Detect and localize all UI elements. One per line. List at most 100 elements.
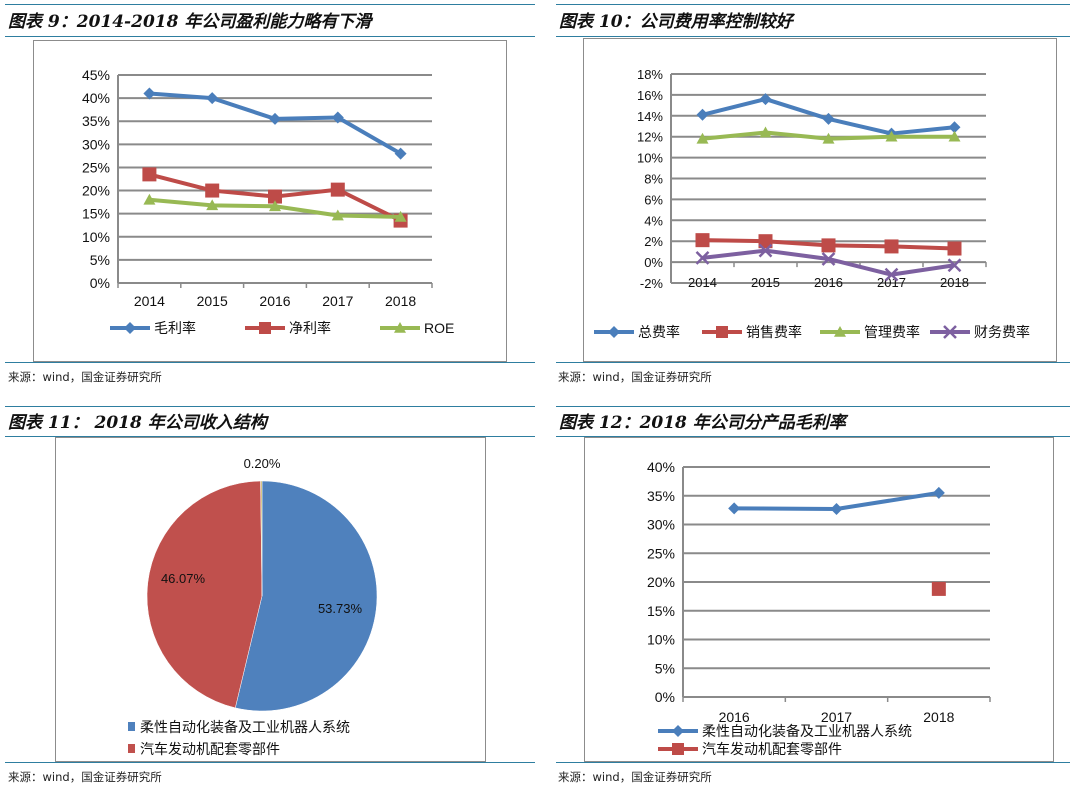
chart-2-group: 53.73% 46.07% 0.20% 柔性自动化装备及工业机器人系统汽车发动机配套零… <box>128 456 378 757</box>
data-point <box>269 112 281 125</box>
data-point <box>884 267 899 282</box>
data-point <box>394 210 407 222</box>
legend-label: 财务费率 <box>974 324 1030 340</box>
data-point <box>268 189 282 204</box>
x-tick-label: 2016 <box>719 709 750 725</box>
legend-label: 总费率 <box>638 324 680 340</box>
data-point <box>948 121 961 134</box>
legend-swatch <box>128 744 135 753</box>
legend-swatch <box>128 722 135 731</box>
y-tick-label: 18% <box>637 67 663 82</box>
y-tick-label: 16% <box>637 88 663 103</box>
legend-item: ROE <box>380 320 454 336</box>
legend-item: 管理费率 <box>820 324 920 340</box>
y-tick-label: 14% <box>637 109 663 124</box>
legend-label: 净利率 <box>289 320 331 336</box>
chart-11-source: 来源：wind，国金证券研究所 <box>8 770 162 784</box>
data-point <box>143 193 156 205</box>
data-point <box>206 199 219 211</box>
y-tick-label: 4% <box>644 213 663 228</box>
y-tick-label: 45% <box>82 67 110 83</box>
pie-data-label: 46.07% <box>161 571 206 586</box>
legend-marker <box>672 743 684 755</box>
data-point <box>821 238 836 253</box>
panel-1-top-rule <box>5 4 535 5</box>
legend-item: 毛利率 <box>110 320 196 336</box>
chart-3-group: 0% 5% 10% 15% 20% 25% 30% 35% 40% 2016 2017 2018 柔性自… <box>647 459 991 757</box>
pie-slice <box>260 480 263 597</box>
y-tick-label: 25% <box>647 545 675 561</box>
series-净利率 <box>142 167 408 228</box>
pie-data-label: 53.73% <box>318 601 363 616</box>
legend-marker <box>672 725 684 737</box>
data-point <box>695 233 710 248</box>
legend-label: 管理费率 <box>864 324 920 340</box>
x-tick-label: 2015 <box>751 275 780 290</box>
legend-item: 柔性自动化装备及工业机器人系统 <box>658 723 912 739</box>
data-point <box>206 92 219 105</box>
chart-9-source: 来源：wind，国金证券研究所 <box>8 370 162 384</box>
data-point <box>331 209 344 221</box>
series-财务费率 <box>695 243 962 282</box>
x-tick-label: 2018 <box>940 275 969 290</box>
y-tick-label: 5% <box>90 252 110 268</box>
data-point <box>947 241 962 256</box>
legend-item: 销售费率 <box>702 324 802 340</box>
y-tick-label: 20% <box>647 574 675 590</box>
x-tick-label: 2016 <box>814 275 843 290</box>
legend-marker <box>608 326 620 338</box>
y-tick-label: 15% <box>647 603 675 619</box>
panel-3-bottom-rule <box>5 762 535 763</box>
x-tick-label: 2015 <box>197 293 228 309</box>
y-tick-label: 35% <box>82 113 110 129</box>
y-tick-label: 30% <box>647 517 675 533</box>
legend-item: 总费率 <box>594 324 680 340</box>
legend-marker <box>834 326 846 337</box>
panel-4-top-rule <box>556 406 1070 407</box>
x-tick-label: 2017 <box>821 709 852 725</box>
data-point <box>695 251 710 265</box>
series-毛利率 <box>143 87 407 160</box>
data-point <box>758 243 773 258</box>
legend-item: 净利率 <box>245 320 331 336</box>
legend-label: 毛利率 <box>154 320 196 336</box>
y-tick-label: 8% <box>644 172 663 187</box>
legend-item: 汽车发动机配套零部件 <box>658 741 842 757</box>
x-tick-label: 2016 <box>259 293 290 309</box>
data-point <box>759 126 772 138</box>
data-point <box>885 130 898 142</box>
panel-1-bottom-rule <box>5 362 535 363</box>
y-tick-label: 12% <box>637 130 663 145</box>
data-point <box>331 111 344 124</box>
y-tick-label: 10% <box>637 151 663 166</box>
y-tick-label: 40% <box>82 90 110 106</box>
data-point <box>759 93 772 106</box>
data-point <box>394 147 407 160</box>
data-point <box>947 258 962 273</box>
chart-11-frame <box>55 437 486 762</box>
panel-2-title-rule <box>556 36 1070 37</box>
panel-1-title-rule <box>5 36 535 37</box>
data-point <box>830 502 843 515</box>
y-tick-label: 5% <box>655 660 675 676</box>
chart-1-group: -2% 0% 2% 4% 6% 8% 10% 12% 14% 16% 18% 2014 2015 2016… <box>594 67 1030 340</box>
pie-slice <box>234 480 378 712</box>
chart-12-title: 图表 12：2018 年公司分产品毛利率 <box>559 413 846 433</box>
legend-label: 汽车发动机配套零部件 <box>140 741 280 757</box>
series-汽车发动机配套零部件 <box>931 581 946 596</box>
chart-0-group: 0% 5% 10% 15% 20% 25% 30% 35% 40% 45% 2014 2015 2016… <box>82 67 454 336</box>
y-tick-label: 25% <box>82 159 110 175</box>
panel-3-top-rule <box>5 406 535 407</box>
data-point <box>931 581 946 596</box>
series-管理费率 <box>696 126 961 144</box>
panel-4-title-rule <box>556 436 1070 437</box>
chart-10-title: 图表 10：公司费用率控制较好 <box>559 12 793 32</box>
y-tick-label: 35% <box>647 488 675 504</box>
chart-10-frame <box>583 38 1057 362</box>
x-tick-label: 2018 <box>923 709 954 725</box>
x-tick-label: 2014 <box>688 275 717 290</box>
y-tick-label: 0% <box>90 275 110 291</box>
data-point <box>932 486 945 499</box>
y-tick-label: 0% <box>644 255 663 270</box>
y-tick-label: 10% <box>82 229 110 245</box>
